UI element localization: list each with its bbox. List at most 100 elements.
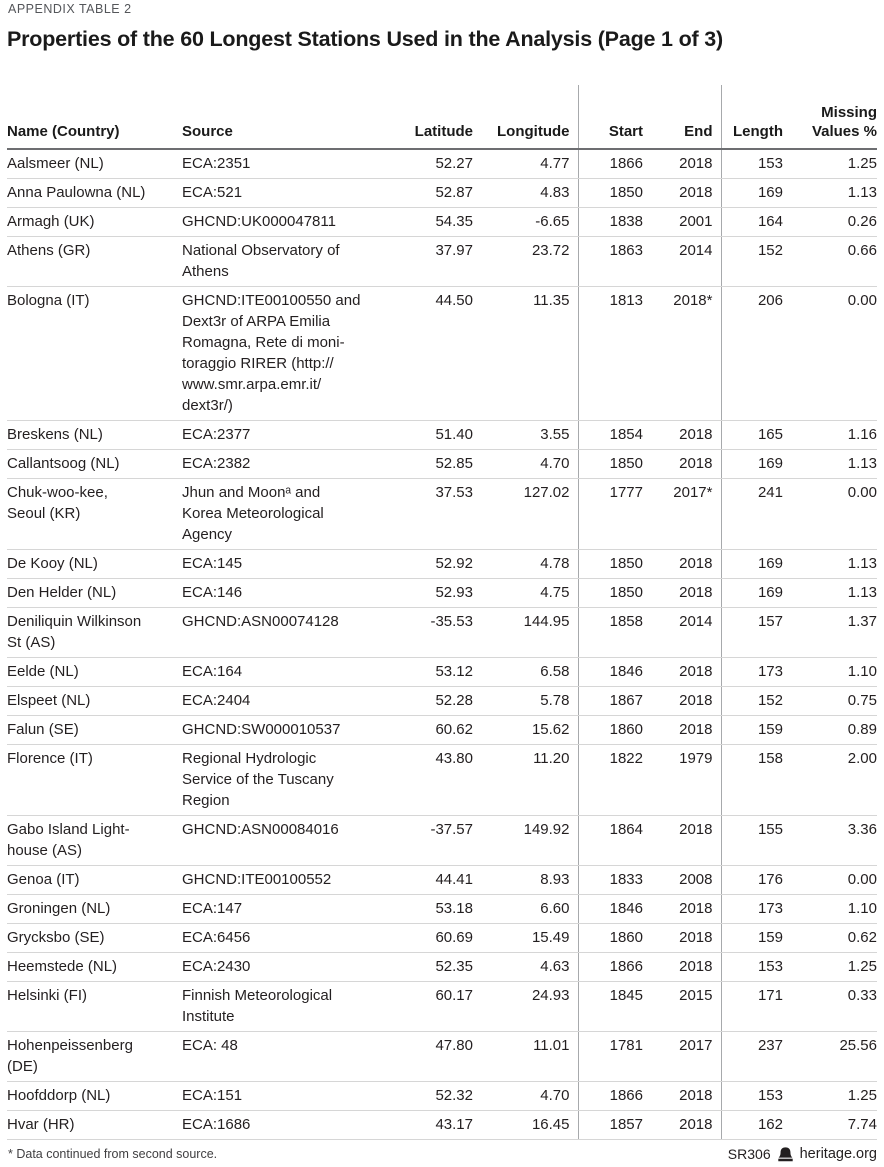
col-header-length: Length [720, 85, 783, 150]
report-id: SR306 [727, 1146, 771, 1162]
cell-end: 2018 [643, 815, 721, 866]
heritage-site-link[interactable]: heritage.org [799, 1146, 877, 1162]
cell-name: Armagh (UK) [7, 207, 182, 237]
cell-source: Jhun and Moonᵃ and Korea Meteorological … [182, 478, 407, 550]
cell-longitude: 144.95 [473, 607, 578, 658]
cell-missing-values: 1.25 [783, 149, 877, 179]
cell-latitude: 52.28 [407, 686, 473, 716]
cell-name: Callantsoog (NL) [7, 449, 182, 479]
cell-start: 1857 [577, 1110, 643, 1140]
cell-end: 2018 [643, 1110, 721, 1140]
cell-missing-values: 0.66 [783, 236, 877, 287]
cell-missing-values: 1.13 [783, 549, 877, 579]
cell-missing-values: 1.13 [783, 578, 877, 608]
table-row: Hvar (HR) ECA:1686 43.17 16.45 1857 2018 162 7.… [7, 1110, 877, 1140]
cell-longitude: 5.78 [473, 686, 578, 716]
cell-length: 169 [720, 549, 783, 579]
cell-latitude: 37.53 [407, 478, 473, 550]
col-header-name: Name (Country) [7, 85, 182, 150]
cell-longitude: 4.70 [473, 1081, 578, 1111]
cell-latitude: 52.87 [407, 178, 473, 208]
cell-end: 2001 [643, 207, 721, 237]
cell-latitude: 43.17 [407, 1110, 473, 1140]
cell-name: Athens (GR) [7, 236, 182, 287]
cell-longitude: 4.78 [473, 549, 578, 579]
cell-longitude: 149.92 [473, 815, 578, 866]
cell-length: 155 [720, 815, 783, 866]
cell-end: 2018 [643, 178, 721, 208]
cell-missing-values: 0.89 [783, 715, 877, 745]
heritage-bell-icon [777, 1146, 793, 1162]
cell-longitude: 24.93 [473, 981, 578, 1032]
table-row: Hoofddorp (NL) ECA:151 52.32 4.70 1866 2018 15… [7, 1081, 877, 1111]
cell-end: 1979 [643, 744, 721, 816]
cell-start: 1833 [577, 865, 643, 895]
cell-name: Chuk-woo-kee, Seoul (KR) [7, 478, 182, 550]
cell-name: Groningen (NL) [7, 894, 182, 924]
cell-start: 1866 [577, 952, 643, 982]
cell-source: ECA:2382 [182, 449, 407, 479]
cell-name: Hoofddorp (NL) [7, 1081, 182, 1111]
cell-start: 1850 [577, 178, 643, 208]
cell-source: National Observatory of Athens [182, 236, 407, 287]
cell-latitude: 43.80 [407, 744, 473, 816]
table-row: Gabo Island Light- house (AS) GHCND:ASN00… [7, 815, 877, 866]
cell-latitude: 37.97 [407, 236, 473, 287]
cell-start: 1845 [577, 981, 643, 1032]
cell-missing-values: 1.10 [783, 657, 877, 687]
cell-length: 169 [720, 578, 783, 608]
cell-missing-values: 1.25 [783, 952, 877, 982]
cell-source: ECA: 48 [182, 1031, 407, 1082]
cell-start: 1781 [577, 1031, 643, 1082]
cell-length: 237 [720, 1031, 783, 1082]
cell-missing-values: 0.62 [783, 923, 877, 953]
col-header-start: Start [577, 85, 643, 150]
cell-end: 2018 [643, 578, 721, 608]
cell-source: GHCND:UK000047811 [182, 207, 407, 237]
cell-end: 2014 [643, 236, 721, 287]
cell-name: Falun (SE) [7, 715, 182, 745]
cell-latitude: -35.53 [407, 607, 473, 658]
table-row: Elspeet (NL) ECA:2404 52.28 5.78 1867 2018 152… [7, 686, 877, 716]
footer-branding: SR306 heritage.org [728, 1146, 877, 1162]
table-row: Callantsoog (NL) ECA:2382 52.85 4.70 1850 201… [7, 449, 877, 479]
cell-source: ECA:2430 [182, 952, 407, 982]
cell-start: 1854 [577, 420, 643, 450]
cell-length: 153 [720, 149, 783, 179]
cell-longitude: 23.72 [473, 236, 578, 287]
table-row: Hohenpeissenberg (DE) ECA: 48 47.80 11.01 17… [7, 1031, 877, 1082]
cell-latitude: 54.35 [407, 207, 473, 237]
cell-missing-values: 1.13 [783, 449, 877, 479]
cell-start: 1838 [577, 207, 643, 237]
cell-missing-values: 1.25 [783, 1081, 877, 1111]
cell-name: Aalsmeer (NL) [7, 149, 182, 179]
cell-source: ECA:2377 [182, 420, 407, 450]
cell-name: Florence (IT) [7, 744, 182, 816]
cell-missing-values: 1.16 [783, 420, 877, 450]
cell-name: Eelde (NL) [7, 657, 182, 687]
cell-missing-values: 1.10 [783, 894, 877, 924]
table-row: Grycksbo (SE) ECA:6456 60.69 15.49 1860 2018 1… [7, 923, 877, 953]
cell-start: 1858 [577, 607, 643, 658]
table-row: De Kooy (NL) ECA:145 52.92 4.78 1850 2018 169 1… [7, 549, 877, 579]
cell-latitude: 52.35 [407, 952, 473, 982]
table-row: Chuk-woo-kee, Seoul (KR) Jhun and Moonᵃ a… [7, 478, 877, 550]
cell-missing-values: 0.00 [783, 865, 877, 895]
cell-length: 157 [720, 607, 783, 658]
cell-name: Grycksbo (SE) [7, 923, 182, 953]
cell-length: 176 [720, 865, 783, 895]
cell-end: 2018 [643, 952, 721, 982]
cell-source: ECA:151 [182, 1081, 407, 1111]
cell-source: Regional Hydrologic Service of the Tusca… [182, 744, 407, 816]
cell-end: 2018 [643, 715, 721, 745]
cell-length: 159 [720, 923, 783, 953]
cell-latitude: 47.80 [407, 1031, 473, 1082]
cell-longitude: 11.35 [473, 286, 578, 421]
table-row: Breskens (NL) ECA:2377 51.40 3.55 1854 2018 16… [7, 420, 877, 450]
stations-table-body: Aalsmeer (NL) ECA:2351 52.27 4.77 1866 2018 15… [7, 149, 877, 1140]
appendix-table-label: APPENDIX TABLE 2 [8, 2, 132, 16]
table-row: Armagh (UK) GHCND:UK000047811 54.35 -6.65 18… [7, 207, 877, 237]
table-header-row: Name (Country) Source Latitude Longitude… [7, 85, 877, 150]
cell-name: Helsinki (FI) [7, 981, 182, 1032]
